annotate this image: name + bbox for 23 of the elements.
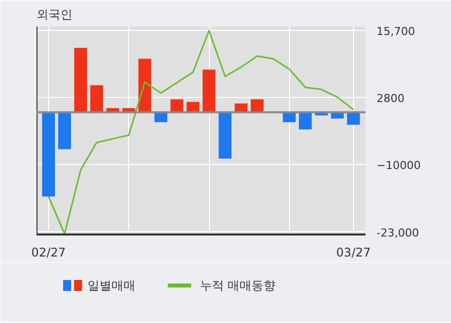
bar (170, 99, 184, 112)
bar (202, 70, 216, 112)
legend-label: 누적 매매동향 (200, 278, 276, 292)
bar (138, 58, 152, 112)
bar (74, 48, 88, 112)
x-tick-label: 02/27 (31, 246, 66, 260)
bar (234, 103, 248, 112)
bar (58, 112, 72, 150)
chart-title: 외국인 (36, 8, 72, 22)
bar (90, 85, 104, 112)
y-tick-label: −10000 (376, 158, 421, 172)
bar (218, 112, 232, 159)
y-tick-label: 15,700 (376, 25, 415, 38)
bar (42, 112, 55, 197)
bar (186, 102, 200, 112)
line-series (48, 30, 354, 234)
bar (298, 112, 312, 130)
bar (347, 112, 360, 125)
y-tick-label: -23,000 (376, 226, 419, 240)
x-tick-label: 03/27 (336, 246, 371, 260)
bar (250, 99, 264, 112)
legend-label: 일별매매 (88, 278, 136, 292)
y-tick-label: 2800 (376, 92, 404, 106)
